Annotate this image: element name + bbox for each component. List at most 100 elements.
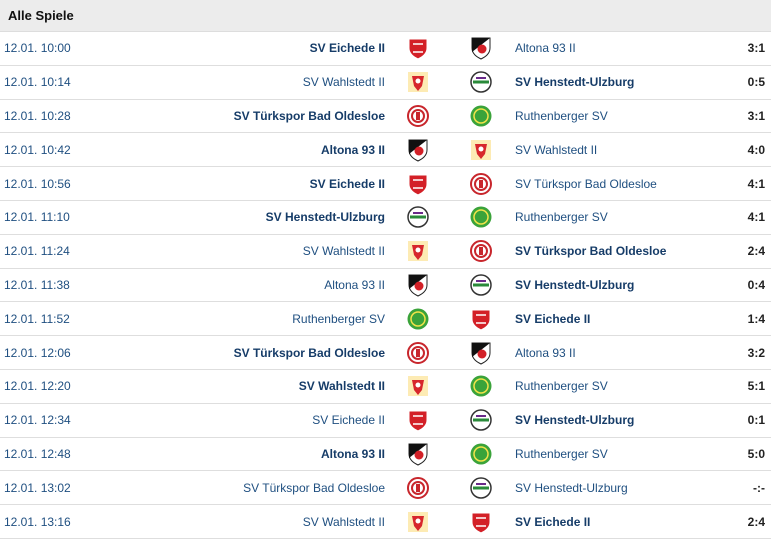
match-row: 12.01. 10:56 SV Eichede II SV Türkspor Bad… — [0, 167, 771, 201]
home-team: Ruthenberger SV — [292, 311, 385, 326]
match-row: 12.01. 12:20 SV Wahlstedt II Ruthenberger … — [0, 370, 771, 404]
team-logo — [407, 308, 429, 330]
team-logo — [408, 376, 428, 397]
away-team: SV Eichede II — [515, 514, 591, 529]
team-logo — [470, 206, 492, 228]
home-team: SV Türkspor Bad Oldesloe — [243, 480, 385, 495]
match-score: 5:0 — [747, 446, 765, 461]
team-logo — [470, 105, 492, 127]
match-row: 12.01. 10:28 SV Türkspor Bad Oldesloe Ruth… — [0, 100, 771, 134]
match-score: 2:4 — [747, 244, 765, 259]
match-time: 12.01. 12:34 — [4, 413, 71, 428]
team-logo — [471, 37, 491, 60]
team-logo — [470, 240, 492, 263]
team-logo — [471, 139, 491, 160]
home-team: SV Wahlstedt II — [302, 75, 385, 90]
match-score: -:- — [753, 480, 765, 495]
match-time: 12.01. 11:10 — [4, 210, 70, 225]
away-team: Ruthenberger SV — [515, 108, 608, 123]
match-row: 12.01. 13:16 SV Wahlstedt II SV Eichede II… — [0, 505, 771, 539]
match-row: 12.01. 10:00 SV Eichede II Altona 93 II 3:1 — [0, 32, 771, 66]
match-row: 12.01. 12:06 SV Türkspor Bad Oldesloe Alto… — [0, 336, 771, 370]
match-time: 12.01. 10:56 — [4, 176, 71, 191]
team-logo — [470, 274, 492, 296]
team-logo — [470, 409, 492, 431]
team-logo — [407, 476, 429, 499]
home-team: SV Eichede II — [309, 176, 385, 191]
team-logo — [408, 410, 428, 432]
match-time: 12.01. 12:20 — [4, 379, 71, 394]
away-team: Ruthenberger SV — [515, 210, 608, 225]
home-team: SV Eichede II — [312, 413, 385, 428]
match-score: 5:1 — [747, 379, 765, 394]
team-logo — [470, 477, 492, 499]
team-logo — [408, 241, 428, 262]
match-score: 4:0 — [747, 142, 765, 157]
home-team: SV Türkspor Bad Oldesloe — [233, 108, 385, 123]
match-time: 12.01. 12:48 — [4, 446, 71, 461]
team-logo — [470, 375, 492, 397]
match-score: 4:1 — [747, 176, 765, 191]
away-team: SV Henstedt-Ulzburg — [515, 480, 628, 495]
home-team: SV Wahlstedt II — [298, 379, 385, 394]
home-team: Altona 93 II — [324, 277, 385, 292]
match-row: 12.01. 10:14 SV Wahlstedt II SV Henstedt-U… — [0, 66, 771, 100]
home-team: SV Türkspor Bad Oldesloe — [233, 345, 385, 360]
home-team: Altona 93 II — [320, 446, 385, 461]
match-row: 12.01. 11:52 Ruthenberger SV SV Eichede II… — [0, 302, 771, 337]
away-team: SV Eichede II — [515, 311, 591, 326]
match-score: 0:5 — [747, 75, 765, 90]
team-logo — [408, 139, 428, 162]
away-team: SV Türkspor Bad Oldesloe — [515, 176, 657, 191]
team-logo — [408, 274, 428, 297]
match-row: 12.01. 11:38 Altona 93 II SV Henstedt-Ulzb… — [0, 269, 771, 303]
match-score: 4:1 — [747, 210, 765, 225]
match-score: 3:2 — [747, 345, 765, 360]
match-row: 12.01. 12:34 SV Eichede II SV Henstedt-Ulz… — [0, 404, 771, 438]
team-logo — [408, 511, 428, 532]
match-score: 0:4 — [747, 277, 765, 292]
home-team: SV Eichede II — [309, 41, 385, 56]
team-logo — [470, 71, 492, 93]
away-team: Altona 93 II — [515, 345, 576, 360]
list-title: Alle Spiele — [0, 0, 771, 32]
away-team: Ruthenberger SV — [515, 446, 608, 461]
match-row: 12.01. 10:42 Altona 93 II SV Wahlstedt II 4… — [0, 133, 771, 168]
team-logo — [408, 38, 428, 60]
team-logo — [408, 72, 428, 93]
home-team: SV Wahlstedt II — [302, 514, 385, 529]
match-time: 12.01. 10:42 — [4, 142, 71, 157]
match-time: 12.01. 10:00 — [4, 41, 71, 56]
team-logo — [408, 174, 428, 196]
match-time: 12.01. 11:24 — [4, 244, 70, 259]
team-logo — [471, 309, 491, 331]
match-score: 0:1 — [747, 413, 765, 428]
away-team: Ruthenberger SV — [515, 379, 608, 394]
team-logo — [471, 342, 491, 365]
team-logo — [407, 341, 429, 364]
match-time: 12.01. 12:06 — [4, 345, 71, 360]
away-team: SV Wahlstedt II — [515, 142, 598, 157]
home-team: SV Wahlstedt II — [302, 244, 385, 259]
away-team: Altona 93 II — [515, 41, 576, 56]
away-team: SV Henstedt-Ulzburg — [515, 277, 635, 292]
team-logo — [408, 443, 428, 466]
match-score: 1:4 — [747, 311, 765, 326]
match-time: 12.01. 13:16 — [4, 514, 71, 529]
home-team: Altona 93 II — [320, 142, 385, 157]
match-time: 12.01. 13:02 — [4, 480, 71, 495]
match-score: 3:1 — [747, 108, 765, 123]
team-logo — [470, 443, 492, 465]
match-time: 12.01. 10:28 — [4, 108, 71, 123]
rows: 12.01. 10:00 SV Eichede II Altona 93 II 3:1… — [0, 32, 771, 539]
match-time: 12.01. 11:52 — [4, 311, 70, 326]
match-row: 12.01. 13:02 SV Türkspor Bad Oldesloe SV H… — [0, 471, 771, 506]
match-time: 12.01. 11:38 — [4, 277, 70, 292]
team-logo — [407, 104, 429, 127]
home-team: SV Henstedt-Ulzburg — [265, 210, 385, 225]
match-score: 3:1 — [747, 41, 765, 56]
match-row: 12.01. 12:48 Altona 93 II Ruthenberger SV 5… — [0, 438, 771, 472]
away-team: SV Henstedt-Ulzburg — [515, 413, 635, 428]
away-team: SV Henstedt-Ulzburg — [515, 75, 635, 90]
